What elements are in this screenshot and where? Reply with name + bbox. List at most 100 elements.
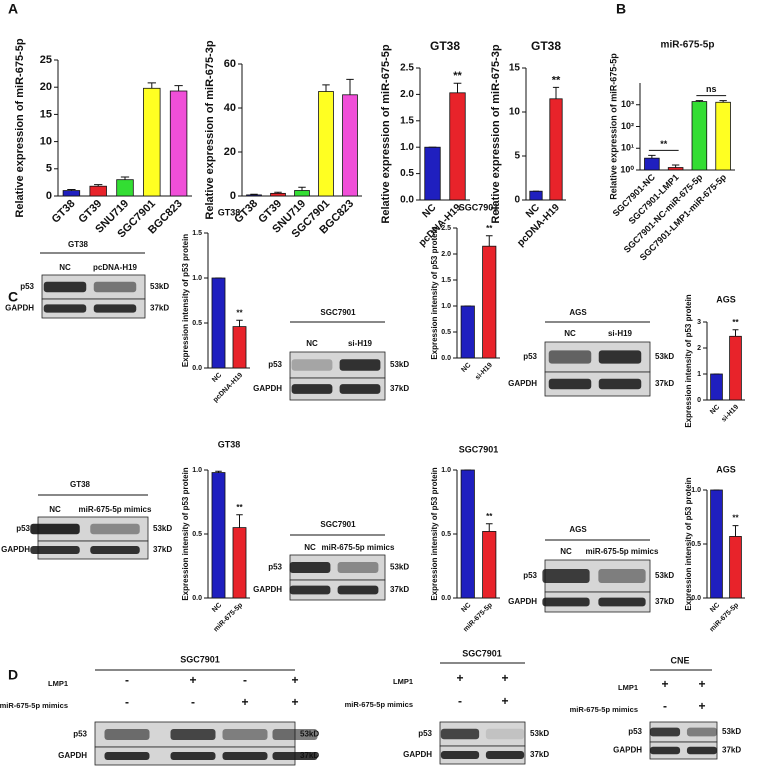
error-bar xyxy=(147,82,156,89)
row-label: GAPDH xyxy=(253,384,282,393)
error-bar xyxy=(94,184,103,187)
blot-band xyxy=(291,384,333,394)
row-label: GAPDH xyxy=(508,379,537,388)
bar xyxy=(232,527,247,599)
blot-band xyxy=(272,729,318,740)
error-bar xyxy=(719,100,727,103)
condition-sign: + xyxy=(501,694,508,708)
chart-title: GT38 xyxy=(218,439,241,449)
blot-band xyxy=(440,728,480,740)
y-tick-label: 1.0 xyxy=(192,275,202,282)
error-bar xyxy=(453,82,462,93)
bar xyxy=(116,179,134,197)
y-tick-label: 2 xyxy=(697,345,701,352)
bar xyxy=(342,94,358,197)
error-bar xyxy=(485,235,493,247)
bar xyxy=(318,91,334,197)
bar xyxy=(424,146,441,201)
bar xyxy=(211,472,226,599)
row-label: p53 xyxy=(20,282,34,291)
blot-band xyxy=(337,562,379,573)
y-tick-label: 10 xyxy=(40,136,52,148)
blot-title: SGC7901 xyxy=(320,308,356,317)
condition-sign: - xyxy=(125,695,129,709)
y-tick-label: 0.5 xyxy=(192,531,202,538)
y-axis-label: Relative expression of miR-675-3p xyxy=(204,40,216,219)
panel-letter: C xyxy=(8,289,18,305)
y-tick-label: 0.0 xyxy=(192,595,202,602)
bar xyxy=(449,92,466,201)
y-tick-label: 1.0 xyxy=(441,303,451,310)
condition-sign: + xyxy=(291,695,298,709)
blot-band xyxy=(598,597,646,607)
y-tick-label: 1.0 xyxy=(691,487,701,494)
row-label: p53 xyxy=(523,352,537,361)
significance: ** xyxy=(732,318,739,327)
blot-band xyxy=(222,752,268,760)
panel-letter: D xyxy=(8,667,18,683)
panel-letter: B xyxy=(616,1,626,17)
row-label: p53 xyxy=(268,360,282,369)
bar xyxy=(460,469,475,599)
y-tick-label: 1.0 xyxy=(192,467,202,474)
bar xyxy=(529,190,543,201)
blot-band xyxy=(289,585,331,595)
error-bar xyxy=(485,523,493,532)
error-bar xyxy=(298,186,306,191)
chart-title: GT38 xyxy=(531,39,561,53)
y-tick-label: 10¹ xyxy=(621,143,634,153)
bar xyxy=(691,101,708,171)
blot-band xyxy=(90,523,140,535)
bar xyxy=(232,326,247,369)
blot-band xyxy=(30,546,80,554)
lane-label: NC xyxy=(564,329,576,338)
y-axis-label: Relative expression of miR-675-5p xyxy=(608,53,618,200)
y-tick-label: 0.0 xyxy=(192,365,202,372)
blot-strip xyxy=(439,745,526,765)
y-tick-label: 1.5 xyxy=(400,115,414,126)
y-tick-label: 0.0 xyxy=(691,595,701,602)
error-bar xyxy=(174,85,183,92)
row-label: p53 xyxy=(418,729,432,738)
row-label: GAPDH xyxy=(508,597,537,606)
x-tick-label: si-H19 xyxy=(474,362,494,382)
y-tick-label: 10⁰ xyxy=(620,164,634,174)
blot-band xyxy=(542,597,590,607)
blot-band xyxy=(43,304,87,313)
error-bar xyxy=(732,329,739,337)
size-label: 37kD xyxy=(722,746,741,755)
row-label: GAPDH xyxy=(5,304,34,313)
condition-sign: + xyxy=(661,677,668,691)
size-label: 37kD xyxy=(300,751,319,760)
blot-band xyxy=(291,359,333,371)
blot-strip xyxy=(289,377,386,401)
y-tick-label: 0.5 xyxy=(441,329,451,336)
condition-sign: + xyxy=(189,673,196,687)
blot-title: GT38 xyxy=(68,240,89,249)
x-tick-label: NC xyxy=(460,362,472,374)
bar xyxy=(294,190,310,197)
blot-band xyxy=(598,378,642,390)
size-label: 53kD xyxy=(153,524,172,533)
y-tick-label: 0.0 xyxy=(400,195,414,206)
bar xyxy=(482,245,497,359)
condition-sign: + xyxy=(456,671,463,685)
condition-label: LMP1 xyxy=(48,679,68,688)
blot-title: SGC7901 xyxy=(180,654,220,664)
blot-band xyxy=(272,752,318,760)
x-tick-label: NC xyxy=(709,404,721,416)
error-bar xyxy=(346,78,354,95)
blot-band xyxy=(104,752,150,760)
blot-title: SGC7901 xyxy=(462,648,502,658)
bar xyxy=(246,194,262,197)
size-label: 53kD xyxy=(655,571,674,580)
row-label: GAPDH xyxy=(253,585,282,594)
blot-band xyxy=(43,281,87,293)
blot-band xyxy=(485,728,525,740)
y-tick-label: 15 xyxy=(509,63,521,74)
condition-label: LMP1 xyxy=(618,683,638,692)
size-label: 37kD xyxy=(153,545,172,554)
error-bar xyxy=(215,470,222,473)
bar xyxy=(729,536,742,599)
